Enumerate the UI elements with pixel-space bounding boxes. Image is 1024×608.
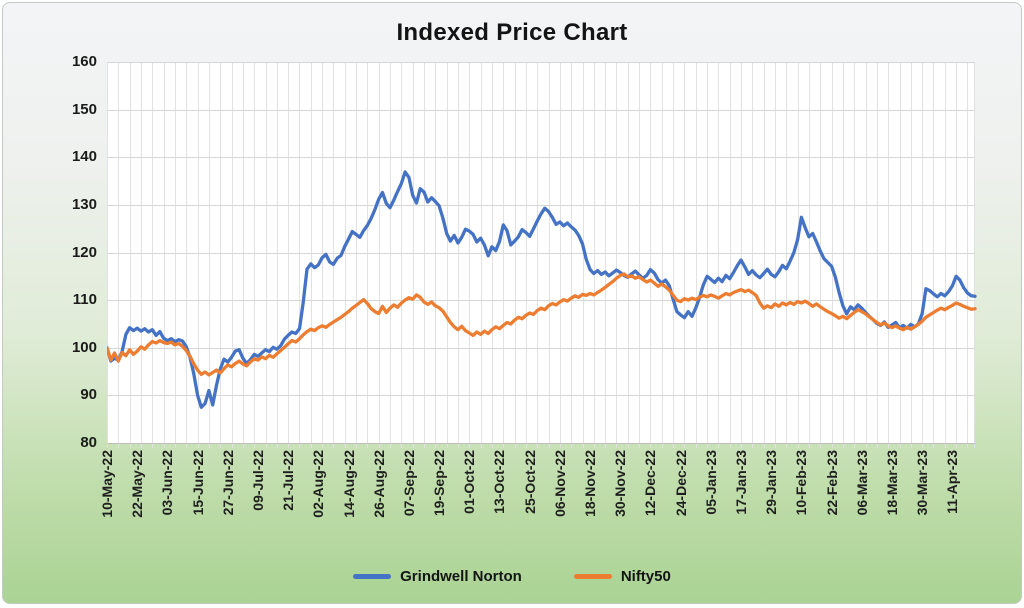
x-axis-tick-label: 17-Jan-23 bbox=[733, 450, 750, 515]
y-axis-tick-label: 110 bbox=[72, 291, 97, 309]
x-axis-tick-label: 13-Oct-22 bbox=[491, 450, 508, 514]
x-axis-tick-label: 09-Jul-22 bbox=[249, 450, 266, 511]
x-axis-tick-label: 01-Oct-22 bbox=[461, 450, 478, 514]
horizontal-gridlines bbox=[107, 62, 975, 396]
y-axis-tick-label: 130 bbox=[71, 195, 97, 213]
x-axis-tick-label: 10-Feb-23 bbox=[793, 450, 810, 516]
x-axis-tick-label: 06-Nov-22 bbox=[551, 450, 568, 517]
x-axis-tick-label: 30-Mar-23 bbox=[914, 450, 931, 516]
x-axis-tick-label: 03-Jun-22 bbox=[159, 450, 176, 516]
x-axis-tick-label: 11-Apr-23 bbox=[944, 450, 961, 514]
line-chart-svg bbox=[105, 62, 977, 448]
x-axis-tick-label: 10-May-22 bbox=[99, 450, 115, 518]
x-axis-tick-label: 12-Dec-22 bbox=[642, 450, 659, 517]
series-line-grindwell-norton bbox=[105, 170, 977, 409]
legend-item-grindwell-norton: Grindwell Norton bbox=[353, 568, 522, 585]
y-axis-tick-label: 120 bbox=[71, 243, 97, 261]
x-axis-tick-label: 22-Feb-23 bbox=[823, 450, 840, 516]
y-axis-tick-label: 100 bbox=[71, 338, 97, 356]
y-axis-tick-label: 160 bbox=[71, 53, 97, 70]
x-axis-tick-label: 02-Aug-22 bbox=[310, 450, 327, 518]
legend-label: Nifty50 bbox=[620, 568, 671, 585]
x-axis-tick-label: 19-Sep-22 bbox=[431, 450, 448, 517]
x-axis-tick-label: 07-Sep-22 bbox=[400, 450, 417, 517]
x-axis-tick-label: 06-Mar-23 bbox=[853, 450, 870, 516]
legend-item-nifty50: Nifty50 bbox=[573, 568, 671, 585]
legend-line-swatch-icon bbox=[353, 574, 392, 579]
x-axis-tick-label: 05-Jan-23 bbox=[702, 450, 719, 515]
y-axis-tick-label: 150 bbox=[71, 100, 97, 118]
x-axis-tick-label: 26-Aug-22 bbox=[370, 450, 387, 518]
series-line-nifty50 bbox=[105, 272, 977, 377]
x-axis-tick-label: 24-Dec-22 bbox=[672, 450, 689, 517]
x-axis-tick-label: 18-Mar-23 bbox=[883, 450, 900, 516]
x-axis-tick-label: 29-Jan-23 bbox=[763, 450, 780, 515]
plot-area bbox=[105, 62, 981, 454]
legend-label: Grindwell Norton bbox=[400, 568, 522, 585]
y-axis-tick-label: 90 bbox=[80, 386, 97, 404]
x-axis-tick-label: 14-Aug-22 bbox=[340, 450, 357, 518]
x-axis-tick-label: 22-May-22 bbox=[129, 450, 146, 518]
x-axis-tick-label: 30-Nov-22 bbox=[612, 450, 629, 517]
x-axis-tick-label: 15-Jun-22 bbox=[189, 450, 206, 516]
x-axis-tick-label: 21-Jul-22 bbox=[280, 450, 297, 511]
x-axis-tick-label: 18-Nov-22 bbox=[582, 450, 599, 517]
vertical-gridlines bbox=[107, 62, 975, 448]
chart-title: Indexed Price Chart bbox=[396, 19, 628, 46]
legend-line-swatch-icon bbox=[573, 574, 612, 579]
legend: Grindwell Norton Nifty50 bbox=[3, 568, 1021, 585]
y-axis-tick-label: 80 bbox=[80, 434, 97, 451]
plot-background bbox=[107, 62, 975, 443]
x-axis-tick-label: 27-Jun-22 bbox=[219, 450, 236, 516]
y-axis-tick-label: 140 bbox=[71, 148, 97, 166]
x-axis-tick-label: 25-Oct-22 bbox=[521, 450, 538, 514]
